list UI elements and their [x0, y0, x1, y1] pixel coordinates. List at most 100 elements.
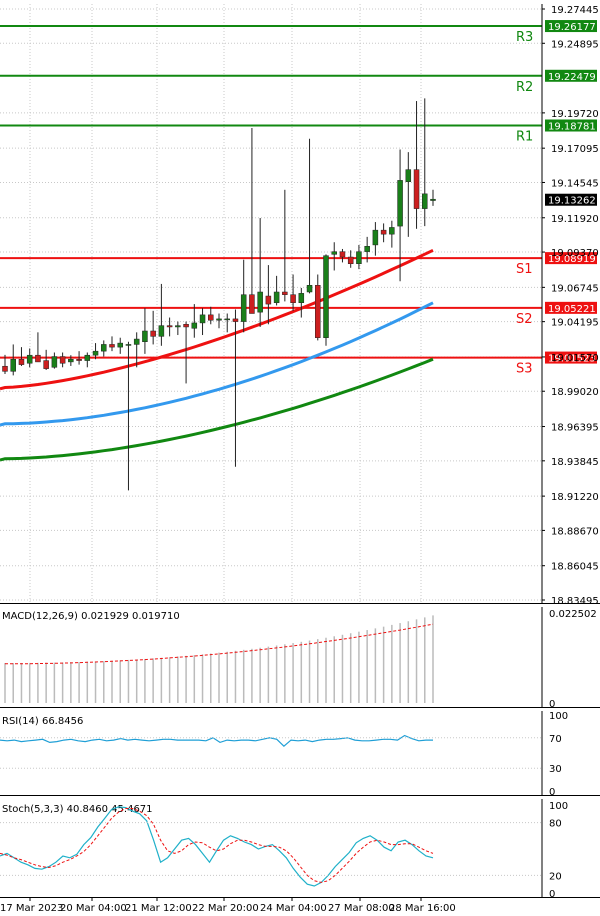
- candle-body: [413, 169, 420, 209]
- candle-body: [232, 318, 239, 322]
- stoch-title: Stoch(5,3,3) 40.8460 45.4671: [2, 804, 153, 815]
- moving-averages: [0, 248, 434, 462]
- macd-signal-line: [5, 623, 434, 665]
- price-tick-label: 19.24895: [551, 39, 599, 50]
- level-name-s1: S1: [516, 262, 533, 277]
- candle-body: [183, 324, 189, 328]
- level-price-label: 19.18781: [548, 122, 596, 133]
- candle-body: [59, 356, 66, 364]
- stoch-axis: 100 80 20 0: [549, 801, 568, 900]
- candle-body: [10, 358, 16, 372]
- candle-body: [315, 285, 321, 338]
- price-tick-label: 19.09370: [551, 248, 599, 259]
- macd-histogram: [4, 615, 434, 703]
- price-tick-label: 19.06745: [551, 283, 599, 294]
- moving-average-ma_mid: [0, 301, 434, 427]
- price-tick-label: 18.83495: [551, 596, 599, 607]
- candle-body: [257, 291, 263, 313]
- level-name-r3: R3: [516, 30, 533, 45]
- candle-body: [51, 356, 58, 368]
- macd-axis: 0.022502 0: [549, 609, 597, 710]
- price-tick-label: 18.99020: [551, 387, 599, 398]
- candle-body: [405, 169, 412, 182]
- rsi-tick-label: 100: [549, 711, 568, 722]
- stoch-tick-label: 0: [549, 889, 555, 900]
- level-price-label: 19.26177: [548, 22, 596, 33]
- candle-body: [290, 294, 296, 304]
- price-tick-label: 19.14545: [551, 178, 599, 189]
- candle-body: [76, 358, 82, 361]
- rsi-tick-label: 70: [549, 734, 562, 745]
- candle-body: [347, 256, 354, 265]
- candle-body: [249, 294, 255, 314]
- stoch-d-line: [0, 808, 434, 883]
- candle-body: [142, 330, 148, 342]
- candle-body: [2, 365, 8, 372]
- level-name-r1: R1: [516, 130, 533, 145]
- level-name-s3: S3: [516, 362, 533, 377]
- price-tick-label: 19.04195: [551, 318, 599, 329]
- stoch-tick-label: 100: [549, 801, 568, 812]
- price-tick-label: 18.96395: [551, 423, 599, 434]
- time-tick-label: 21 Mar 12:00: [125, 903, 192, 914]
- level-price-tag: [545, 119, 597, 132]
- candle-body: [43, 360, 49, 369]
- price-tick-label: 19.01570: [551, 353, 599, 364]
- price-tick-label: 19.27445: [551, 5, 599, 16]
- time-tick-label: 24 Mar 04:00: [260, 903, 327, 914]
- candle-body: [339, 251, 346, 258]
- candle-body: [224, 318, 230, 321]
- stoch-tick-label: 80: [549, 819, 562, 830]
- time-tick-label: 28 Mar 16:00: [389, 903, 456, 914]
- candle-body: [92, 350, 99, 356]
- price-tick-label: 19.11920: [551, 214, 599, 225]
- candle-body: [101, 344, 107, 352]
- time-tick-label: 27 Mar 08:00: [328, 903, 395, 914]
- level-price-label: 19.05221: [548, 304, 596, 315]
- candle-body: [125, 344, 132, 346]
- candle-body: [380, 229, 387, 235]
- candle-body: [199, 314, 206, 324]
- price-panel: R3 19.26177 R2 19.22479 R1 19.18781 S1 19.08919…: [0, 4, 599, 607]
- candle-body: [150, 330, 156, 337]
- candle-body: [273, 291, 280, 304]
- price-axis: 19.27445 19.24895 19.19720 19.17095 19.14545…: [542, 5, 599, 607]
- candle-body: [356, 251, 362, 265]
- candle-body: [158, 325, 165, 337]
- price-tick-label: 18.86045: [551, 562, 599, 573]
- candle-body: [265, 295, 272, 305]
- price-tick-label: 19.19720: [551, 109, 599, 120]
- candle-body: [298, 293, 305, 304]
- level-price-tag: [545, 69, 597, 82]
- candle-body: [208, 314, 214, 321]
- macd-panel: MACD(12,26,9) 0.021929 0.019710 0.022502…: [2, 609, 597, 710]
- candle-body: [240, 294, 247, 322]
- rsi-line: [0, 734, 542, 769]
- stoch-k-line: [0, 806, 434, 887]
- candle-body: [191, 322, 198, 329]
- level-price-tag: [545, 301, 597, 314]
- candle-body: [422, 193, 428, 209]
- candle-body: [68, 358, 74, 363]
- rsi-title: RSI(14) 66.8456: [2, 716, 83, 727]
- candle-body: [35, 354, 41, 363]
- level-name-s2: S2: [516, 312, 533, 327]
- price-tick-label: 18.91220: [551, 492, 599, 503]
- rsi-tick-label: 30: [549, 764, 562, 775]
- candle-body: [323, 255, 329, 338]
- candle-body: [397, 180, 403, 227]
- candle-body: [364, 246, 370, 252]
- level-price-tag: [545, 351, 597, 364]
- price-tick-label: 18.88670: [551, 526, 599, 537]
- moving-average-ma_fast: [0, 248, 434, 391]
- candle-body: [306, 285, 313, 293]
- rsi-tick-label: 0: [549, 787, 555, 798]
- candle-body: [133, 338, 140, 345]
- level-price-label: 19.01523: [548, 354, 596, 365]
- time-tick-label: 20 Mar 04:00: [60, 903, 127, 914]
- macd-tick-label: 0.022502: [549, 609, 597, 620]
- rsi-line: [0, 734, 433, 748]
- candle-body: [389, 227, 395, 235]
